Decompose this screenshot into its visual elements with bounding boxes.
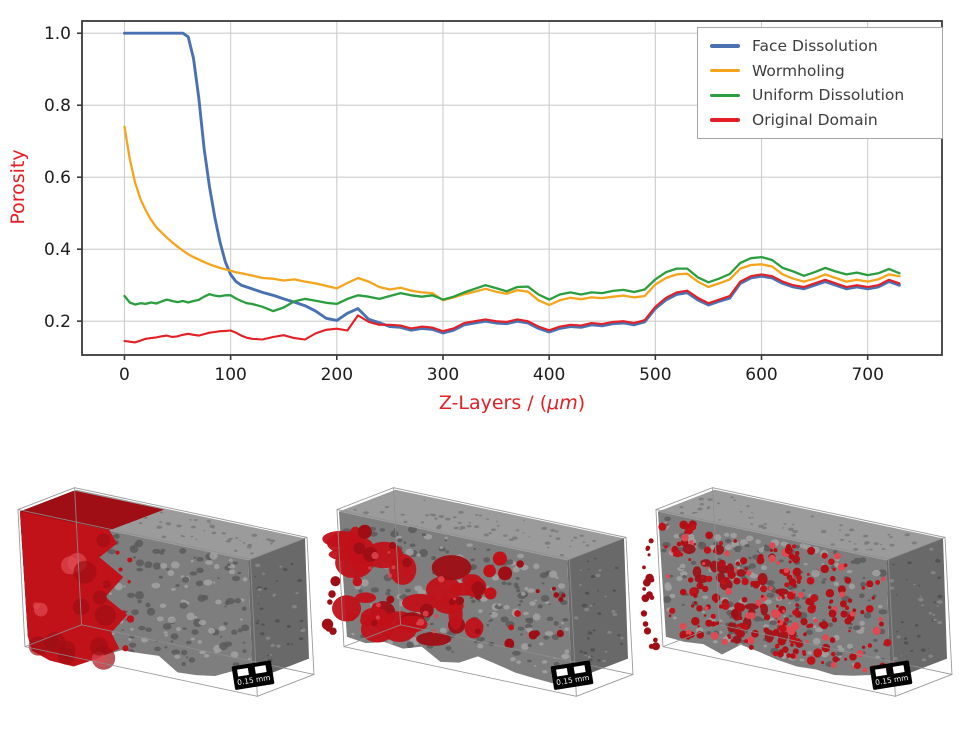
panel-face-dissolution: 0.15 mm <box>2 446 320 742</box>
plot-frame <box>81 20 943 356</box>
axis-ticks: 0 100 200 300 400 500 600 700 0.2 0.4 0.6 0.8 1.0 <box>44 24 884 385</box>
legend-label: Original Domain <box>752 110 878 129</box>
legend: Face Dissolution Wormholing Uniform Diss… <box>697 27 943 139</box>
face-dissolution-line-swatch <box>710 44 740 48</box>
x-axis-label-unit: μm <box>547 392 578 414</box>
legend-item-original-domain: Original Domain <box>710 111 930 129</box>
panel-wormholing: 0.15 mm <box>321 446 639 742</box>
series-line-uniform-dissolution <box>123 255 901 313</box>
face-dissolution-render: 0.15 mm <box>17 487 315 697</box>
svg-text:0.2: 0.2 <box>44 312 71 332</box>
x-axis-label: Z-Layers / (μm) <box>82 392 942 414</box>
svg-text:0: 0 <box>119 365 130 385</box>
series-line-wormholing <box>123 125 901 307</box>
series-line-face-dissolution <box>123 31 901 335</box>
dissolved-region <box>640 520 892 673</box>
series-lines <box>123 31 901 344</box>
svg-text:0.4: 0.4 <box>44 240 71 260</box>
legend-item-uniform-dissolution: Uniform Dissolution <box>710 86 930 104</box>
svg-text:1.0: 1.0 <box>44 24 71 44</box>
wormholing-line-swatch <box>710 68 740 73</box>
bounding-box-wireframe <box>17 487 315 697</box>
dissolved-region <box>321 524 566 649</box>
legend-item-face-dissolution: Face Dissolution <box>710 37 930 55</box>
legend-label: Face Dissolution <box>752 37 878 55</box>
porosity-chart-area: 0 100 200 300 400 500 600 700 0.2 0.4 0.6 0.8 1.0 Po… <box>7 20 943 414</box>
volume-renderings-row: 0.15 mm 0.15 mm 0.15 mm <box>0 446 960 742</box>
svg-text:0.6: 0.6 <box>44 168 71 188</box>
svg-text:500: 500 <box>639 365 671 385</box>
scale-bar-badge: 0.15 mm <box>869 660 913 690</box>
svg-text:100: 100 <box>214 365 246 385</box>
y-axis-label: Porosity <box>7 149 29 225</box>
scale-bar-badge: 0.15 mm <box>550 660 594 690</box>
wormholing-render: 0.15 mm <box>321 487 634 697</box>
bounding-box-wireframe <box>336 487 634 697</box>
svg-text:200: 200 <box>321 365 353 385</box>
bounding-box-wireframe <box>655 487 953 697</box>
panel-uniform-dissolution: 0.15 mm <box>640 446 958 742</box>
svg-text:700: 700 <box>851 365 883 385</box>
svg-text:400: 400 <box>533 365 565 385</box>
uniform-dissolution-line-swatch <box>710 93 740 98</box>
legend-label: Uniform Dissolution <box>752 86 905 105</box>
svg-text:600: 600 <box>745 365 777 385</box>
uniform-dissolution-render: 0.15 mm <box>640 487 953 697</box>
legend-item-wormholing: Wormholing <box>710 62 930 80</box>
original-domain-line-swatch <box>710 118 740 122</box>
svg-text:300: 300 <box>427 365 459 385</box>
svg-text:0.8: 0.8 <box>44 96 71 116</box>
legend-label: Wormholing <box>752 61 845 80</box>
x-axis-label-suffix: ) <box>577 392 586 414</box>
scale-bar-badge: 0.15 mm <box>231 660 275 690</box>
series-line-original-domain <box>123 273 901 344</box>
x-axis-label-prefix: Z-Layers / ( <box>438 392 548 414</box>
porosity-chart: 0 100 200 300 400 500 600 700 0.2 0.4 0.6 0.8 1.0 <box>44 20 943 385</box>
dissolved-region <box>19 490 164 670</box>
